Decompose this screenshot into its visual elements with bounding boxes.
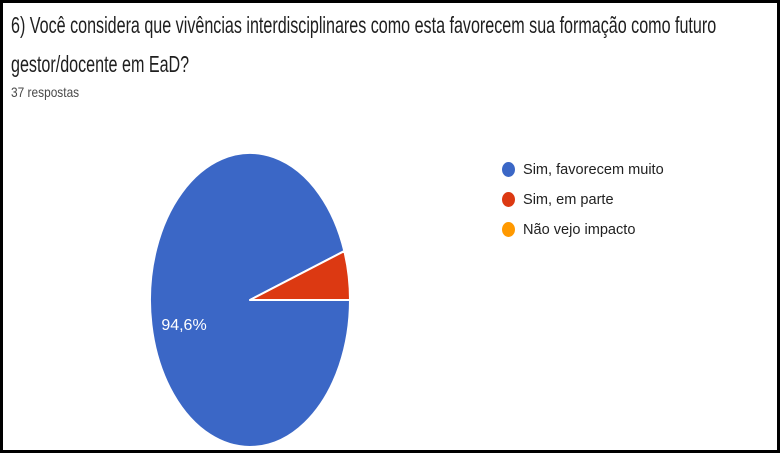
question-title: 6) Você considera que vivências interdis…: [11, 6, 777, 84]
legend-label: Sim, favorecem muito: [523, 160, 664, 178]
legend-item-nao-vejo-impacto: Não vejo impacto: [502, 214, 668, 244]
legend-dot-orange-icon: [502, 221, 515, 237]
legend-dot-red-icon: [502, 191, 515, 207]
pie-chart: 94,6%: [149, 151, 351, 448]
question-title-line1: 6) Você considera que vivências interdis…: [11, 12, 717, 38]
pie-slice-sim-em-parte[interactable]: [249, 250, 351, 301]
legend-label: Não vejo impacto: [523, 220, 636, 238]
responses-count: 37 respostas: [11, 84, 80, 100]
question-title-line2: gestor/docente em EaD?: [11, 51, 190, 77]
legend: Sim, favorecem muito Sim, em parte Não v…: [502, 154, 668, 244]
legend-label: Sim, em parte: [523, 190, 614, 208]
legend-dot-blue-icon: [502, 161, 515, 177]
legend-item-sim-favorecem-muito: Sim, favorecem muito: [502, 154, 668, 184]
pie-slice-label: 94,6%: [161, 317, 206, 334]
legend-item-sim-em-parte: Sim, em parte: [502, 184, 668, 214]
